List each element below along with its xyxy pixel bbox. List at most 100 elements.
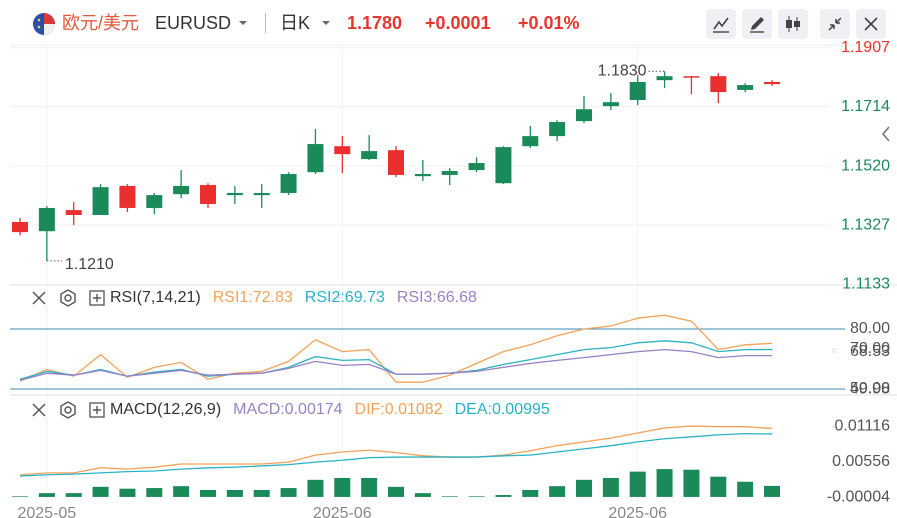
symbol[interactable]: EURUSD xyxy=(155,13,232,33)
candle-body xyxy=(737,85,754,90)
change: +0.0001 xyxy=(425,13,491,33)
indicator-line xyxy=(19,432,773,477)
remove-icon[interactable] xyxy=(30,289,48,307)
legend-entry: DEA:0.00995 xyxy=(454,401,550,418)
candle-body xyxy=(656,76,673,81)
macd-bar xyxy=(307,479,324,497)
candle-body xyxy=(146,195,163,208)
indicator-line xyxy=(19,348,773,381)
candle-body xyxy=(361,151,378,160)
macd-bar xyxy=(334,477,351,497)
macd-bar xyxy=(253,489,270,497)
collapse-arrow[interactable] xyxy=(881,126,890,142)
macd-bar xyxy=(737,481,754,497)
candle-body xyxy=(710,76,727,93)
y-tick-label: -0.00004 xyxy=(827,488,890,505)
macd-bar xyxy=(656,469,673,497)
legend-entry: RSI2:69.73 xyxy=(304,289,385,306)
candle-body xyxy=(549,122,566,137)
y-tick-label: 1.1327 xyxy=(841,216,890,233)
candle-body xyxy=(253,192,270,196)
y-tick-label: 1.1714 xyxy=(841,98,890,115)
draw-button[interactable] xyxy=(742,9,772,39)
indicator-title: MACD(12,26,9) xyxy=(110,401,222,418)
macd-bar xyxy=(495,495,512,497)
flag-icon xyxy=(33,13,55,35)
separator xyxy=(265,13,266,33)
y-tick-label: 1.1520 xyxy=(841,157,890,174)
macd-bar xyxy=(65,493,82,497)
settings-icon[interactable] xyxy=(58,400,78,420)
macd-bar xyxy=(629,471,646,497)
candle-body xyxy=(199,185,216,204)
indicator-button[interactable] xyxy=(706,9,736,39)
candle-body xyxy=(65,210,82,215)
macd-legend: MACD(12,26,9) MACD:0.00174 DIF:0.01082 DEA… xyxy=(30,399,550,421)
remove-icon[interactable] xyxy=(30,401,48,419)
macd-bar xyxy=(119,488,136,497)
candle-body xyxy=(334,146,351,155)
x-tick-label: 2025-06 xyxy=(313,505,372,518)
y-tick-label: 1.1907 xyxy=(841,39,890,56)
macd-bar xyxy=(12,496,28,497)
macd-bar xyxy=(710,476,727,497)
macd-bar xyxy=(226,489,243,497)
price: 1.1780 xyxy=(347,13,403,33)
macd-bar xyxy=(575,479,592,497)
annotation-label: 1.1210 xyxy=(65,256,114,273)
candle-body xyxy=(119,185,136,208)
macd-bar xyxy=(763,485,780,497)
expand-icon[interactable] xyxy=(88,289,106,307)
macd-bar xyxy=(361,477,378,497)
y-tick-label: 70.00 xyxy=(850,340,890,357)
macd-bar xyxy=(92,486,109,497)
dropdown-arrow[interactable] xyxy=(321,19,331,27)
candle-body xyxy=(173,185,190,195)
annotation-label: 1.1830 xyxy=(598,63,647,80)
y-tick-label: 0.00556 xyxy=(832,453,890,470)
macd-bar xyxy=(280,488,297,497)
y-tick-label: 50.00 xyxy=(850,380,890,397)
macd-bar xyxy=(522,489,539,497)
macd-bar xyxy=(602,477,619,497)
candle-body xyxy=(414,174,431,177)
candle-body xyxy=(575,109,592,122)
macd-bar xyxy=(414,493,431,497)
y-tick-label: 80.00 xyxy=(850,320,890,337)
x-tick-label: 2025-05 xyxy=(17,505,76,518)
candle-body xyxy=(683,76,700,78)
y-tick-label: 1.1133 xyxy=(842,276,890,293)
y-tick-label: 68.53 xyxy=(850,343,890,360)
x-tick-label: 2025-06 xyxy=(608,505,667,518)
legend-entry: DIF:0.01082 xyxy=(354,401,443,418)
macd-bar xyxy=(441,496,458,497)
period[interactable]: 日K xyxy=(280,13,311,33)
candle-body xyxy=(495,147,512,184)
rsi-legend: RSI(7,14,21) RSI1:72.83 RSI2:69.73 RSI3:66… xyxy=(30,287,477,309)
settings-icon[interactable] xyxy=(58,288,78,308)
indicator-title: RSI(7,14,21) xyxy=(110,289,201,306)
candle-body xyxy=(92,187,109,215)
close-button[interactable] xyxy=(856,9,886,39)
y-tick-label: 0.01116 xyxy=(835,418,891,435)
macd-bar xyxy=(468,496,485,497)
legend-entry: MACD:0.00174 xyxy=(233,401,343,418)
candle-body xyxy=(387,150,404,175)
legend-entry: RSI3:66.68 xyxy=(396,289,477,306)
symbol-name[interactable]: 欧元/美元 xyxy=(62,13,140,33)
y-tick-label: 49.98 xyxy=(850,380,890,397)
macd-bar xyxy=(549,486,566,497)
dropdown-arrow[interactable] xyxy=(238,19,248,27)
macd-bar xyxy=(387,486,404,497)
candle-body xyxy=(602,102,619,107)
macd-bar xyxy=(146,488,163,497)
candle-body xyxy=(522,136,539,147)
chart-type-button[interactable] xyxy=(778,9,808,39)
fullscreen-button[interactable] xyxy=(820,9,850,39)
indicator-line xyxy=(19,314,773,383)
candle-body xyxy=(629,81,646,101)
candle-body xyxy=(12,222,28,233)
candle-body xyxy=(468,163,485,171)
expand-icon[interactable] xyxy=(88,401,106,419)
